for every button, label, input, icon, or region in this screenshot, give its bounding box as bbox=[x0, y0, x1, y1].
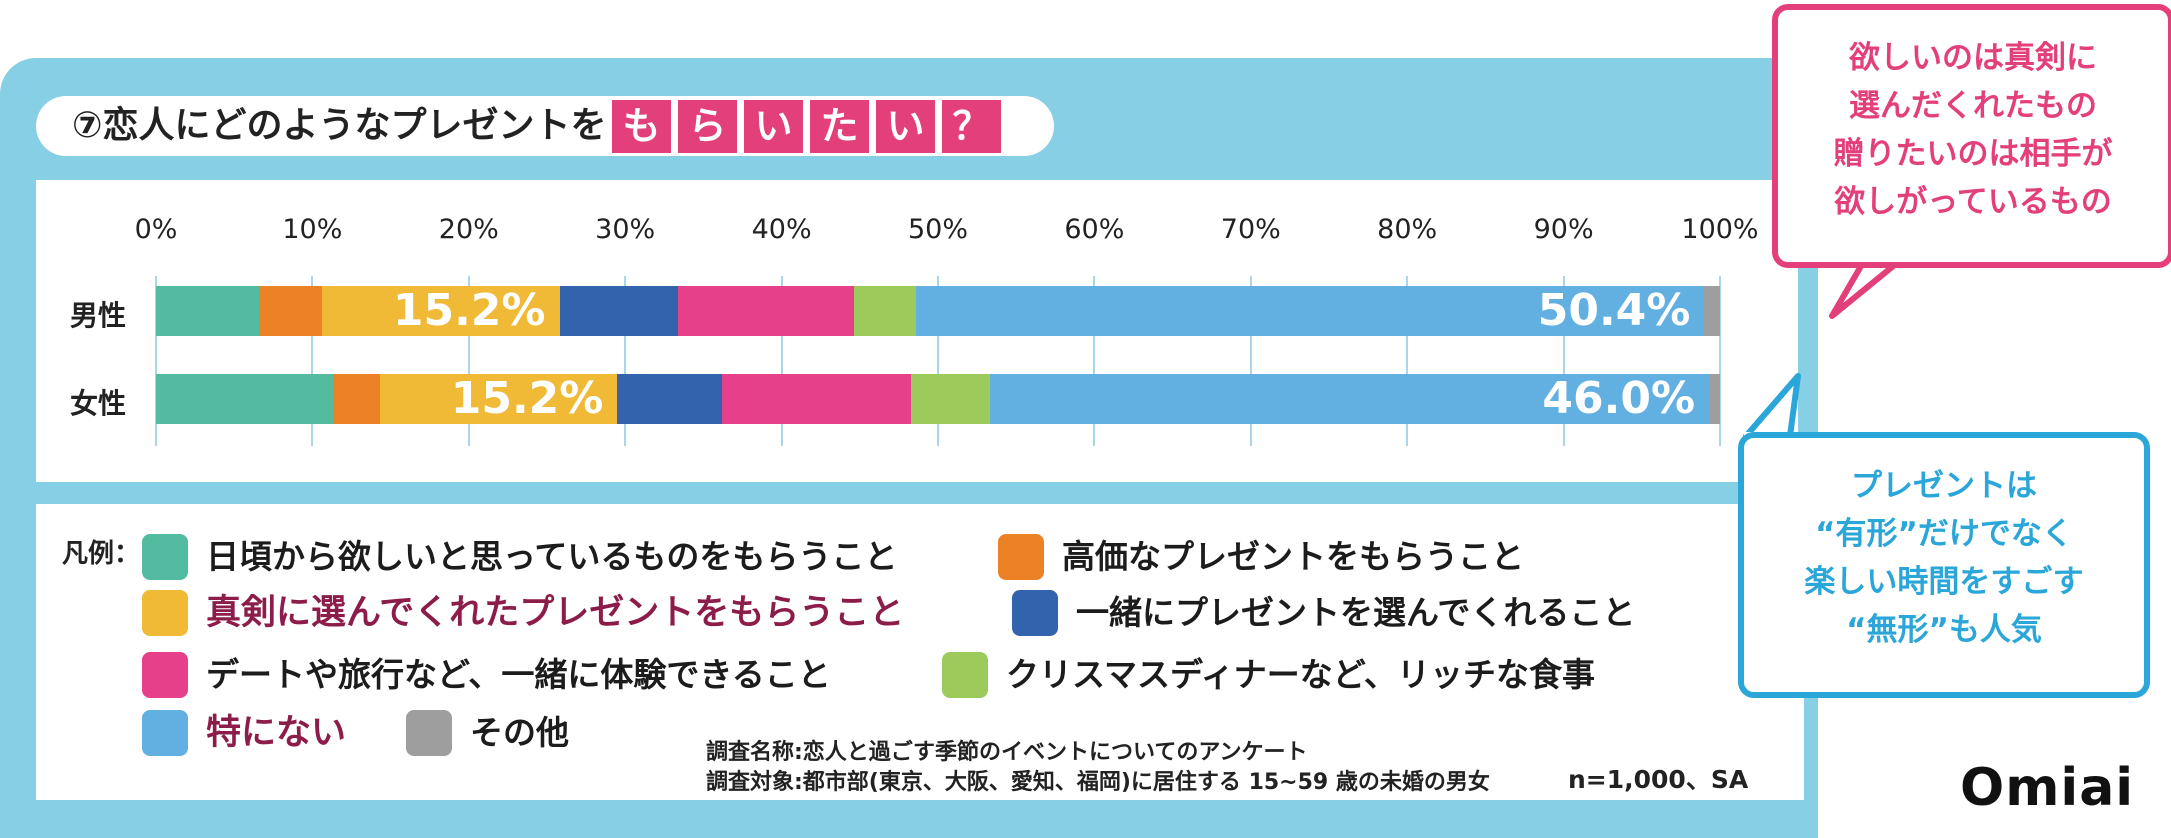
legend-swatch bbox=[1012, 590, 1058, 636]
callout-blue: プレゼントは “有形”だけでなく 楽しい時間をすごす “無形”も人気 bbox=[1738, 432, 2150, 698]
gridline bbox=[1249, 276, 1252, 446]
gridline bbox=[1093, 276, 1096, 446]
bar-segment bbox=[911, 374, 990, 424]
x-tick-label: 0% bbox=[134, 214, 178, 245]
callout-blue-line: “無形”も人気 bbox=[1846, 612, 2042, 648]
legend-label: 一緒にプレゼントを選んでくれること bbox=[1076, 593, 1636, 632]
callout-blue-line: “有形”だけでなく bbox=[1815, 516, 2073, 552]
survey-name: 調査名称:恋人と過ごす季節のイベントについてのアンケート bbox=[706, 740, 1308, 765]
bar-segment bbox=[332, 374, 380, 424]
bar-segment bbox=[259, 286, 322, 336]
bar-segment bbox=[989, 374, 1710, 424]
callout-blue-line: 楽しい時間をすごす bbox=[1804, 564, 2084, 600]
title-highlight-char: ？ bbox=[942, 100, 1001, 153]
x-tick-label: 70% bbox=[1220, 214, 1281, 245]
legend-label: 高価なプレゼントをもらうこと bbox=[1062, 537, 1524, 576]
title-highlight-char: ら bbox=[678, 100, 737, 153]
legend-area bbox=[36, 504, 1804, 800]
x-tick-label: 90% bbox=[1533, 214, 1594, 245]
legend-heading: 凡例： bbox=[62, 539, 141, 569]
bar-segment bbox=[617, 374, 723, 424]
gridline bbox=[624, 276, 627, 446]
gridline bbox=[1406, 276, 1409, 446]
gridline bbox=[1562, 276, 1565, 446]
title-highlight-char: た bbox=[810, 100, 869, 153]
bar-segment bbox=[722, 374, 912, 424]
callout-pink-line: 贈りたいのは相手が bbox=[1833, 136, 2113, 172]
legend-swatch bbox=[406, 710, 452, 756]
legend-label: 日頃から欲しいと思っているものをもらうこと bbox=[206, 537, 898, 576]
bar-segment bbox=[156, 286, 260, 336]
data-label: 50.4% bbox=[1537, 285, 1691, 336]
x-tick-label: 80% bbox=[1377, 214, 1438, 245]
category-label: 女性 bbox=[70, 387, 127, 420]
x-tick-label: 50% bbox=[907, 214, 969, 245]
x-tick-label: 10% bbox=[282, 214, 343, 245]
legend-swatch bbox=[142, 710, 188, 756]
sample-size: n=1,000、SA bbox=[1568, 765, 1749, 794]
gridline bbox=[311, 276, 314, 446]
bar-segment bbox=[379, 374, 618, 424]
data-label: 15.2% bbox=[450, 373, 604, 424]
x-tick-label: 60% bbox=[1064, 214, 1125, 245]
bar-segment bbox=[1709, 374, 1720, 424]
gridline bbox=[1719, 276, 1721, 446]
callout-pink-line: 選んだくれたもの bbox=[1849, 88, 2097, 124]
data-label: 15.2% bbox=[392, 285, 546, 336]
title-highlight-char: も bbox=[612, 100, 671, 153]
legend-swatch bbox=[942, 652, 988, 698]
bar-segment bbox=[156, 374, 333, 424]
bar-segment bbox=[1704, 286, 1720, 336]
legend-label: クリスマスディナーなど、リッチな食事 bbox=[1006, 655, 1596, 694]
gridline bbox=[937, 276, 939, 446]
callout-pink-line: 欲しがっているもの bbox=[1834, 184, 2112, 220]
legend-swatch bbox=[142, 534, 188, 580]
legend-swatch bbox=[142, 590, 188, 636]
bar-segment bbox=[853, 286, 917, 336]
gridline bbox=[155, 276, 157, 446]
legend-label: その他 bbox=[470, 713, 569, 752]
callout-pink-line: 欲しいのは真剣に bbox=[1849, 40, 2097, 76]
x-tick-label: 40% bbox=[751, 214, 812, 245]
survey-target: 調査対象:都市部(東京、大阪、愛知、福岡)に居住する 15~59 歳の未婚の男女 bbox=[706, 770, 1490, 795]
bar-segment bbox=[916, 286, 1705, 336]
legend-swatch bbox=[998, 534, 1044, 580]
brand-logo: Omiai bbox=[1960, 758, 2135, 818]
title-highlight-char: い bbox=[744, 100, 803, 153]
data-label: 46.0% bbox=[1542, 373, 1696, 424]
x-tick-label: 20% bbox=[438, 214, 499, 245]
x-tick-label: 30% bbox=[595, 214, 656, 245]
gridline bbox=[467, 276, 470, 446]
callout-blue-line: プレゼントは bbox=[1851, 468, 2037, 504]
title-highlight-char: い bbox=[876, 100, 935, 153]
chart-title: ⑦恋人にどのようなプレゼントを bbox=[72, 105, 607, 146]
legend-label: 真剣に選んでくれたプレゼントをもらうこと bbox=[206, 593, 905, 633]
category-label: 男性 bbox=[70, 299, 127, 332]
legend-label: 特にない bbox=[206, 713, 347, 753]
bar-segment bbox=[321, 286, 560, 336]
legend-label: デートや旅行など、一緒に体験できること bbox=[206, 655, 831, 694]
callout-pink: 欲しいのは真剣に 選んだくれたもの 贈りたいのは相手が 欲しがっているもの bbox=[1772, 4, 2171, 268]
legend-swatch bbox=[142, 652, 188, 698]
gridline bbox=[780, 276, 783, 446]
bar-segment bbox=[559, 286, 679, 336]
x-tick-label: 100% bbox=[1681, 214, 1759, 245]
bar-segment bbox=[678, 286, 854, 336]
